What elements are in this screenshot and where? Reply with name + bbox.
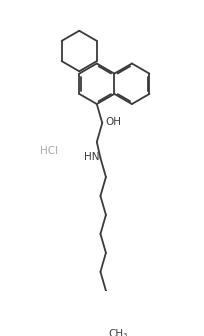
- Text: HN: HN: [84, 152, 100, 162]
- Text: OH: OH: [105, 117, 121, 127]
- Text: CH₃: CH₃: [108, 330, 128, 336]
- Text: HCl: HCl: [40, 146, 58, 157]
